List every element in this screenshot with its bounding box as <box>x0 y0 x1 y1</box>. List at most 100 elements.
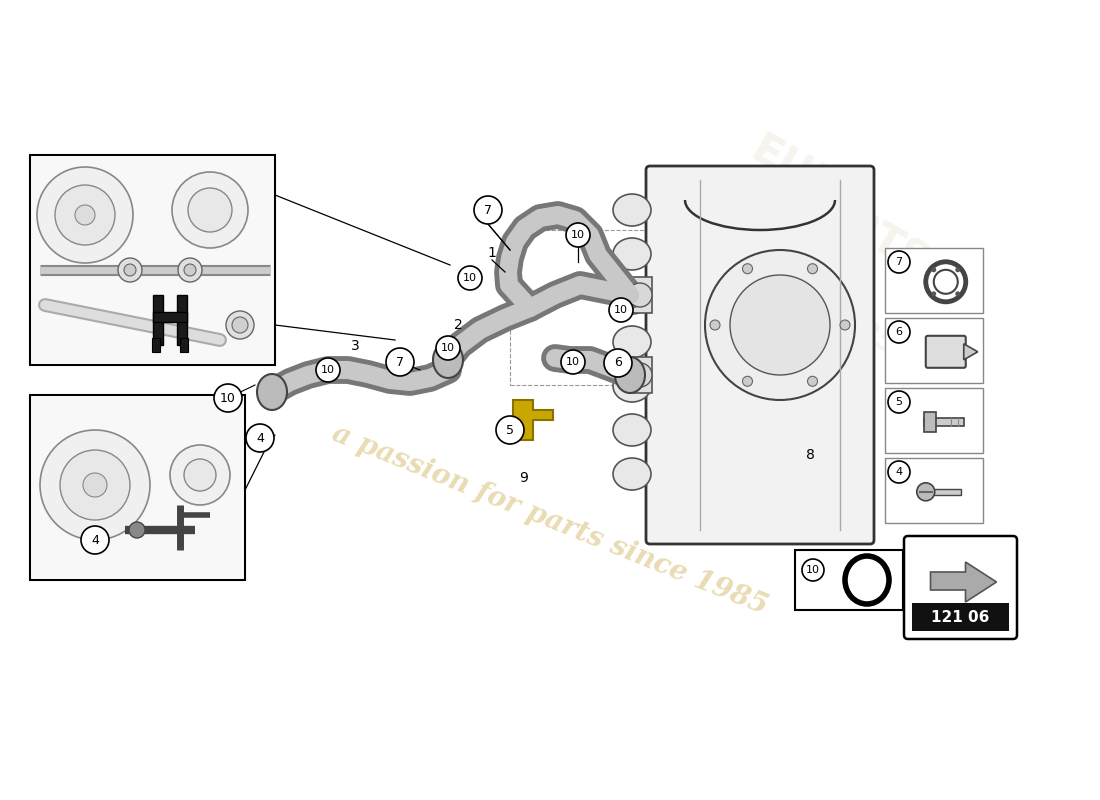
Text: 4: 4 <box>256 431 264 445</box>
Circle shape <box>386 348 414 376</box>
Text: 10: 10 <box>441 343 455 353</box>
Bar <box>153 295 163 345</box>
Bar <box>912 603 1009 631</box>
Circle shape <box>807 264 817 274</box>
Ellipse shape <box>613 414 651 446</box>
Circle shape <box>170 445 230 505</box>
Text: 7: 7 <box>895 257 903 267</box>
Ellipse shape <box>613 458 651 490</box>
Bar <box>886 318 983 383</box>
Circle shape <box>807 376 817 386</box>
Text: 8: 8 <box>805 448 814 462</box>
Text: 121 06: 121 06 <box>932 610 990 625</box>
Circle shape <box>496 416 524 444</box>
Text: 9: 9 <box>519 471 528 485</box>
Text: 6: 6 <box>895 327 902 337</box>
Circle shape <box>888 251 910 273</box>
Text: 2: 2 <box>453 318 462 332</box>
Circle shape <box>246 424 274 452</box>
Bar <box>30 395 245 580</box>
Bar <box>886 248 983 313</box>
Circle shape <box>888 321 910 343</box>
Ellipse shape <box>613 194 651 226</box>
Text: 10: 10 <box>321 365 336 375</box>
Ellipse shape <box>257 374 287 410</box>
Circle shape <box>888 391 910 413</box>
Circle shape <box>436 336 460 360</box>
Text: 7: 7 <box>396 355 404 369</box>
Ellipse shape <box>613 326 651 358</box>
Bar <box>924 418 964 426</box>
Bar <box>630 277 652 313</box>
Circle shape <box>566 223 590 247</box>
Circle shape <box>118 258 142 282</box>
Text: 10: 10 <box>566 357 580 367</box>
Text: 4: 4 <box>895 467 903 477</box>
Text: 3: 3 <box>351 339 360 353</box>
Circle shape <box>742 376 752 386</box>
Circle shape <box>40 430 150 540</box>
Circle shape <box>474 196 502 224</box>
Text: 4: 4 <box>91 534 99 546</box>
Polygon shape <box>931 562 997 602</box>
Text: 10: 10 <box>571 230 585 240</box>
Circle shape <box>604 349 632 377</box>
Circle shape <box>81 526 109 554</box>
Text: 10: 10 <box>220 391 235 405</box>
Text: since: since <box>786 265 854 315</box>
Text: 6: 6 <box>614 357 622 370</box>
Circle shape <box>932 291 936 296</box>
Circle shape <box>60 450 130 520</box>
Bar <box>30 155 275 365</box>
FancyBboxPatch shape <box>904 536 1018 639</box>
Text: a passion for parts since 1985: a passion for parts since 1985 <box>328 420 772 620</box>
Text: 10: 10 <box>463 273 477 283</box>
Circle shape <box>955 267 960 272</box>
Bar <box>886 388 983 453</box>
Circle shape <box>932 267 936 272</box>
Bar <box>180 338 188 352</box>
Circle shape <box>710 320 720 330</box>
Bar <box>886 458 983 523</box>
Text: 5: 5 <box>895 397 902 407</box>
Circle shape <box>888 461 910 483</box>
Circle shape <box>916 482 935 501</box>
Circle shape <box>75 205 95 225</box>
Ellipse shape <box>613 282 651 314</box>
Ellipse shape <box>433 342 463 378</box>
Circle shape <box>955 291 960 296</box>
Circle shape <box>82 473 107 497</box>
Circle shape <box>188 188 232 232</box>
Bar <box>630 357 652 393</box>
Bar <box>926 489 960 494</box>
Circle shape <box>172 172 248 248</box>
Text: 7: 7 <box>484 203 492 217</box>
Circle shape <box>609 298 632 322</box>
Circle shape <box>316 358 340 382</box>
Polygon shape <box>513 400 553 440</box>
Text: 1: 1 <box>487 246 496 260</box>
Text: PARTS: PARTS <box>785 175 935 285</box>
Ellipse shape <box>613 238 651 270</box>
Ellipse shape <box>615 357 645 393</box>
Circle shape <box>628 283 652 307</box>
Ellipse shape <box>613 370 651 402</box>
Text: 5: 5 <box>506 423 514 437</box>
Text: 1985: 1985 <box>820 298 901 362</box>
Circle shape <box>178 258 202 282</box>
FancyBboxPatch shape <box>646 166 874 544</box>
Circle shape <box>561 350 585 374</box>
Circle shape <box>226 311 254 339</box>
Bar <box>153 312 187 322</box>
Ellipse shape <box>852 563 882 597</box>
Circle shape <box>184 459 216 491</box>
Text: 10: 10 <box>614 305 628 315</box>
Circle shape <box>184 264 196 276</box>
Polygon shape <box>964 344 978 360</box>
Circle shape <box>742 264 752 274</box>
Circle shape <box>124 264 136 276</box>
Circle shape <box>214 384 242 412</box>
Circle shape <box>232 317 248 333</box>
Circle shape <box>129 522 145 538</box>
Text: EURO: EURO <box>744 130 877 230</box>
